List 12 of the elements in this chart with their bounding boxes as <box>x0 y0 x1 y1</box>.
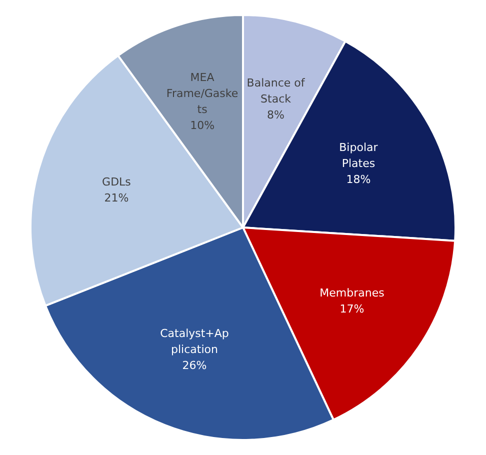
data-label: 26% <box>182 358 207 372</box>
data-label: 21% <box>104 192 129 205</box>
slice-label: Bipolar Plates <box>339 140 378 170</box>
slice-label: GDLs <box>102 176 132 189</box>
data-label: 17% <box>340 302 364 316</box>
slice-label: Catalyst+Application <box>160 326 229 356</box>
slice-label: MEA Frame/Gaskets <box>166 71 238 116</box>
data-label: 18% <box>346 172 371 186</box>
data-label: 8% <box>267 108 284 122</box>
slice-label: Membranes <box>320 286 385 300</box>
data-label: 10% <box>190 119 215 132</box>
slice-label: Balance of Stack <box>246 76 306 106</box>
